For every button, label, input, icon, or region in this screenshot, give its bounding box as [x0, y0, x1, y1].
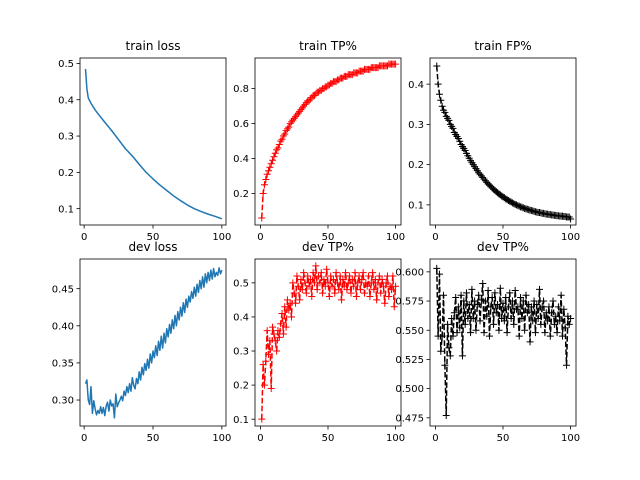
- dev-tp-2-y-tick-label: 0.550: [395, 326, 424, 337]
- dev-tp-2-x-tick-label: 50: [497, 433, 510, 444]
- dev-tp-y-tick-label: 0.4: [233, 313, 249, 324]
- dev-tp-series-line-0: [261, 265, 397, 420]
- train-tp-y-tick-label: 0.2: [233, 189, 249, 200]
- dev-tp-plot-area: [258, 262, 400, 423]
- dev-loss-title: dev loss: [128, 240, 177, 254]
- train-loss-y-tick-label: 0.1: [58, 204, 74, 215]
- train-tp-x-tick-label: 0: [257, 232, 263, 243]
- train-loss-title: train loss: [126, 39, 181, 53]
- train-loss-plot-area: [84, 68, 223, 220]
- train-tp-title: train TP%: [299, 39, 357, 53]
- dev-loss-y-tick-label: 0.40: [52, 321, 74, 332]
- train-tp-y-tick-label: 0.4: [233, 154, 249, 165]
- dev-tp-series-markers-0: [258, 262, 400, 423]
- train-tp-panel: 0 50 100 0.2 0.4 0.6 0.8 train TP%: [233, 39, 405, 243]
- dev-tp-y-tick-label: 0.5: [233, 278, 249, 289]
- train-loss-panel: 0 50 100 0.1 0.2 0.3 0.4 0.5 train loss: [58, 39, 231, 243]
- train-fp-y-tick-label: 0.3: [408, 120, 424, 131]
- train-loss-y-tick-label: 0.4: [58, 95, 74, 106]
- train-loss-y-tick-label: 0.5: [58, 59, 74, 70]
- train-tp-plot-area: [258, 60, 400, 222]
- dev-loss-y-tick-label: 0.45: [52, 284, 74, 295]
- dev-tp-y-tick-label: 0.3: [233, 347, 249, 358]
- dev-loss-x-tick-label: 100: [212, 433, 231, 444]
- train-tp-x-tick-label: 100: [386, 232, 405, 243]
- dev-tp-2-y-tick-label: 0.600: [395, 267, 424, 278]
- dev-tp-2-title: dev TP%: [477, 240, 529, 254]
- train-fp-series-markers-0: [433, 62, 575, 223]
- dev-tp-2-y-tick-label: 0.475: [395, 413, 424, 424]
- dev-tp-2-x-tick-label: 100: [561, 433, 580, 444]
- dev-loss-series-line-0: [84, 267, 223, 419]
- train-loss-x-tick-label: 100: [212, 232, 231, 243]
- dev-tp-2-y-tick-label: 0.500: [395, 384, 424, 395]
- dev-tp-y-tick-label: 0.1: [233, 415, 249, 426]
- train-fp-x-tick-label: 50: [497, 232, 510, 243]
- dev-loss-panel: 0 50 100 0.30 0.35 0.40 0.45 dev loss: [52, 240, 232, 444]
- dev-tp-2-y-tick-label: 0.575: [395, 297, 424, 308]
- train-tp-series-markers-0: [258, 60, 400, 222]
- dev-loss-x-tick-label: 50: [147, 433, 160, 444]
- dev-loss-plot-area: [84, 267, 223, 419]
- train-loss-series-line-0: [84, 68, 223, 220]
- dev-tp-2-series-line-0: [436, 268, 572, 417]
- train-loss-x-tick-label: 0: [81, 232, 87, 243]
- train-tp-y-tick-label: 0.6: [233, 119, 249, 130]
- dev-loss-y-tick-label: 0.35: [52, 359, 74, 370]
- train-tp-x-tick-label: 50: [322, 232, 335, 243]
- train-fp-title: train FP%: [474, 39, 531, 53]
- train-fp-plot-area: [433, 62, 575, 223]
- dev-tp-2-series-markers-0: [433, 264, 575, 419]
- train-loss-y-tick-label: 0.2: [58, 168, 74, 179]
- dev-tp-2-y-tick-label: 0.525: [395, 355, 424, 366]
- dev-tp-x-tick-label: 0: [257, 433, 263, 444]
- dev-tp-panel: 0 50 100 0.1 0.2 0.3 0.4 0.5 dev TP%: [233, 240, 405, 444]
- dev-tp-y-tick-label: 0.2: [233, 381, 249, 392]
- train-fp-y-tick-label: 0.2: [408, 160, 424, 171]
- train-tp-y-tick-label: 0.8: [233, 84, 249, 95]
- dev-loss-x-tick-label: 0: [81, 433, 87, 444]
- train-fp-x-tick-label: 0: [432, 232, 438, 243]
- dev-tp-x-tick-label: 50: [322, 433, 335, 444]
- train-fp-y-tick-label: 0.4: [408, 80, 424, 91]
- dev-loss-y-tick-label: 0.30: [52, 396, 74, 407]
- train-loss-x-tick-label: 50: [147, 232, 160, 243]
- train-loss-y-tick-label: 0.3: [58, 132, 74, 143]
- train-fp-y-tick-label: 0.1: [408, 200, 424, 211]
- dev-tp-2-plot-area: [433, 264, 575, 419]
- dev-tp-x-tick-label: 100: [386, 433, 405, 444]
- dev-tp-2-panel: 0 50 100 0.475 0.500 0.525 0.550 0.575 0.600 dev …: [395, 240, 580, 444]
- dev-tp-2-x-tick-label: 0: [432, 433, 438, 444]
- train-fp-panel: 0 50 100 0.1 0.2 0.3 0.4 train FP%: [408, 39, 580, 243]
- train-fp-x-tick-label: 100: [561, 232, 580, 243]
- dev-tp-title: dev TP%: [302, 240, 354, 254]
